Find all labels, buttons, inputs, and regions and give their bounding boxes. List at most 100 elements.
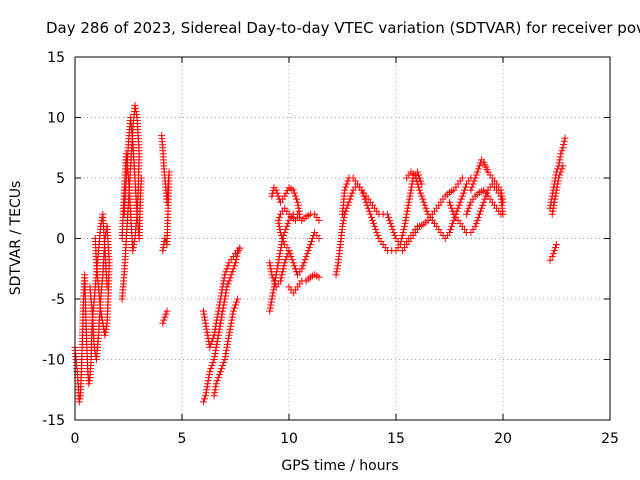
data-point (294, 201, 302, 209)
series-seg6 (159, 307, 171, 327)
data-point (200, 310, 208, 318)
data-point (458, 174, 466, 182)
data-point (85, 377, 93, 385)
data-point (470, 177, 478, 185)
data-point (213, 313, 221, 321)
data-point (118, 235, 126, 242)
data-point (219, 362, 227, 370)
data-point (267, 301, 275, 309)
data-point (202, 389, 210, 397)
data-point (279, 268, 287, 276)
data-point (475, 162, 483, 170)
x-tick-label: 10 (280, 431, 298, 447)
data-point (446, 198, 453, 206)
data-point (553, 186, 560, 194)
data-point (400, 225, 408, 233)
data-point (559, 162, 567, 170)
data-point (236, 244, 244, 252)
data-point (558, 147, 566, 155)
data-point (419, 195, 427, 203)
data-point (223, 340, 231, 348)
data-point (210, 392, 218, 400)
data-point (368, 216, 376, 224)
y-tick-label: -10 (42, 353, 65, 369)
data-point (220, 359, 228, 367)
data-point (204, 380, 212, 388)
y-tick-label: 15 (47, 50, 65, 66)
data-point (219, 283, 227, 291)
data-point (209, 334, 217, 342)
data-point (405, 198, 413, 206)
y-tick-label: 0 (56, 232, 65, 248)
data-point (215, 301, 223, 309)
data-point (276, 225, 284, 233)
data-point (203, 386, 211, 394)
data-point (555, 174, 563, 182)
data-point (268, 271, 276, 279)
data-point (137, 174, 145, 182)
data-point (160, 238, 168, 246)
data-point (299, 262, 307, 270)
y-tick-label: -15 (42, 413, 65, 429)
data-point (557, 150, 565, 158)
data-point (211, 349, 219, 357)
data-point (283, 222, 291, 230)
data-point (449, 207, 457, 215)
data-point (412, 174, 420, 182)
data-point (211, 386, 219, 394)
series-seg7 (199, 244, 244, 406)
series-seg1 (71, 210, 111, 406)
data-point (343, 180, 351, 188)
data-point (415, 183, 423, 191)
data-point (554, 177, 562, 185)
data-point (200, 313, 208, 321)
data-point (216, 298, 224, 306)
data-point (220, 274, 228, 282)
data-point (206, 343, 214, 351)
data-point (222, 346, 230, 354)
data-point (282, 225, 290, 233)
y-tick-label: 5 (56, 171, 65, 187)
data-point (301, 256, 309, 264)
data-point (211, 352, 219, 360)
data-point (159, 244, 167, 252)
data-point (408, 183, 416, 191)
data-point (217, 295, 225, 303)
data-point (211, 328, 219, 336)
data-point (290, 189, 298, 197)
data-point (474, 213, 482, 221)
data-point (221, 271, 229, 279)
data-point (498, 195, 506, 203)
data-point (459, 189, 467, 197)
data-point (289, 186, 297, 194)
data-point (91, 235, 99, 242)
data-point (267, 268, 275, 276)
data-point (223, 265, 231, 273)
data-point (272, 186, 280, 194)
data-point (267, 298, 275, 306)
data-point (367, 213, 375, 221)
data-point (383, 210, 391, 218)
data-point (207, 340, 215, 348)
series-seg20 (463, 186, 505, 218)
data-point (229, 310, 237, 318)
data-point (201, 316, 209, 324)
data-point (413, 177, 421, 185)
data-point (403, 210, 411, 218)
data-point (403, 207, 411, 215)
data-point (266, 304, 274, 312)
data-point (414, 180, 422, 188)
x-tick-label: 0 (71, 431, 80, 447)
data-point (288, 256, 296, 264)
data-point (497, 189, 505, 197)
data-point (448, 204, 456, 212)
data-point (372, 225, 380, 233)
x-tick-label: 20 (494, 431, 512, 447)
data-point (289, 259, 297, 267)
data-point (298, 265, 306, 273)
data-point (307, 238, 315, 246)
data-point (226, 274, 234, 282)
data-point (203, 328, 211, 336)
data-point (458, 192, 466, 200)
